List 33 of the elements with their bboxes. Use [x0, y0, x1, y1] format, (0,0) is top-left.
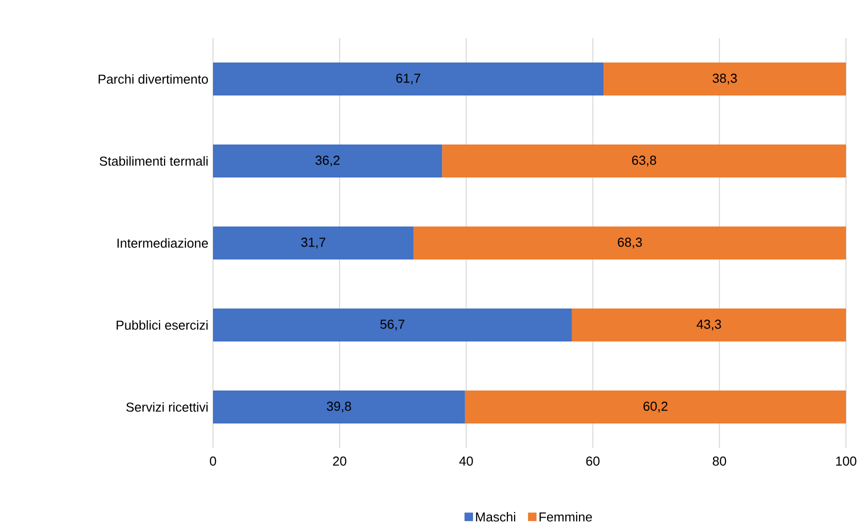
data-label: 31,7: [301, 238, 326, 248]
x-tick-label: 20: [333, 456, 346, 466]
x-tick-label: 0: [210, 456, 216, 466]
x-tick-label: 100: [836, 456, 856, 466]
data-label: 56,7: [380, 320, 404, 330]
data-label: 60,2: [644, 402, 668, 412]
x-tick-label: 80: [712, 456, 726, 466]
x-tick-label: 60: [586, 456, 600, 466]
legend-label: Maschi: [476, 512, 516, 522]
bar: [213, 308, 572, 342]
bar: [414, 226, 846, 260]
y-tick-label: Stabilimenti termali: [100, 156, 208, 166]
y-tick-label: Parchi divertimento: [98, 74, 208, 84]
bar: [213, 62, 604, 96]
bar: [442, 144, 846, 178]
bar: [604, 62, 846, 96]
bar: [213, 390, 465, 424]
bar: [213, 226, 414, 260]
bar: [213, 144, 442, 178]
data-label: 38,3: [712, 74, 737, 84]
x-tick-label: 40: [459, 456, 473, 466]
data-label: 61,7: [396, 74, 420, 84]
data-label: 36,2: [315, 156, 340, 166]
bar: [464, 390, 846, 424]
data-label: 43,3: [696, 320, 722, 330]
data-label: 63,8: [632, 156, 656, 166]
y-tick-label: Servizi ricettivi: [126, 402, 208, 412]
data-label: 39,8: [326, 402, 352, 412]
data-label: 68,3: [618, 238, 642, 248]
bar: [572, 308, 846, 342]
y-tick-label: Pubblici esercizi: [116, 320, 208, 330]
y-tick-label: Intermediazione: [118, 238, 208, 248]
legend-label: Femmine: [540, 512, 592, 522]
